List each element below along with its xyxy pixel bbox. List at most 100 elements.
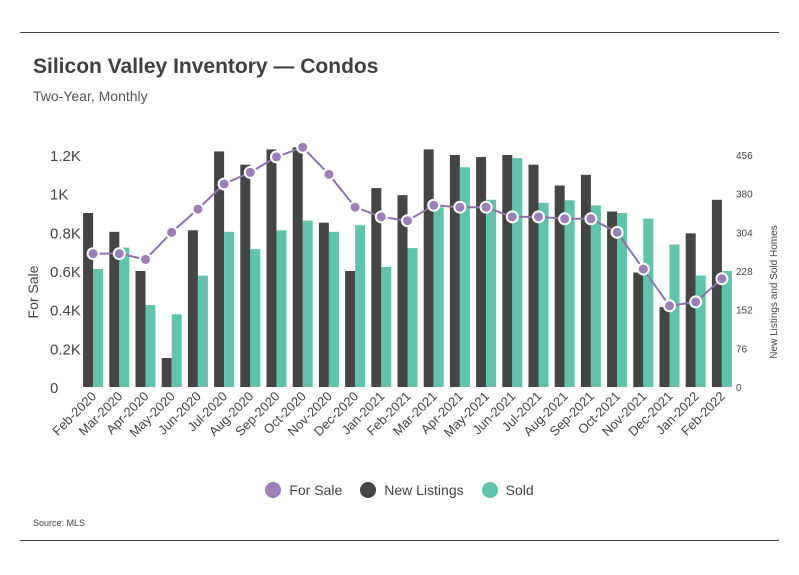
y-tick-label: 0.4K (50, 303, 81, 320)
sold-bar (721, 271, 732, 387)
new-listings-bar (607, 211, 618, 387)
new-listings-bar (318, 222, 329, 387)
chart-title: Silicon Valley Inventory — Condos (33, 55, 379, 78)
sold-bar (355, 225, 366, 387)
for-sale-point (296, 140, 310, 154)
sold-bar (407, 248, 418, 387)
for-sale-point (217, 177, 231, 191)
for-sale-point (270, 150, 283, 164)
sold-bar (171, 314, 182, 387)
sold-bar (145, 305, 156, 387)
source-note: Source: MLS (33, 518, 86, 528)
axes-group: 0 0.2K 0.4K 0.6K 0.8K 1K 1.2K 0 76 152 228 304 380 45… (25, 148, 780, 440)
for-sale-point (191, 202, 205, 216)
y2-tick-label: 380 (736, 190, 753, 201)
legend-item-for-sale: For Sale (265, 482, 342, 498)
sold-bar (93, 268, 104, 387)
for-sale-point (348, 200, 362, 214)
legend-item-sold: Sold (481, 482, 534, 498)
for-sale-point (584, 212, 598, 226)
for-sale-point (689, 295, 703, 309)
legend-swatch-sold (481, 482, 498, 498)
legend-label-new-listings: New Listings (384, 482, 464, 498)
y2-axis-title: New Listings and Sold Homes (769, 225, 780, 358)
new-listings-bar (502, 155, 513, 387)
legend-label-sold: Sold (505, 482, 534, 498)
y2-tick-label: 152 (736, 306, 753, 317)
bar-group (83, 147, 732, 387)
sold-bar (564, 200, 575, 387)
sold-bar (669, 244, 680, 387)
sold-bar (459, 167, 470, 387)
new-listings-bar (633, 272, 644, 387)
new-listings-bar (345, 271, 356, 387)
new-listings-bar (528, 164, 539, 387)
y2-tick-label: 0 (736, 383, 742, 394)
sold-bar (119, 247, 130, 387)
new-listings-bar (580, 174, 591, 387)
new-listings-bar (371, 188, 382, 387)
for-sale-point (243, 165, 257, 179)
sold-bar (224, 231, 235, 387)
y2-tick-label: 76 (736, 344, 748, 355)
new-listings-bar (397, 195, 408, 387)
new-listings-bar (476, 157, 487, 387)
new-listings-bar (423, 149, 434, 387)
new-listings-bar (685, 233, 696, 387)
sold-bar (486, 199, 497, 387)
legend-swatch-for-sale (265, 482, 282, 498)
for-sale-point (453, 200, 467, 214)
y-tick-label: 0.8K (50, 225, 81, 242)
bottom-rule (20, 540, 779, 541)
for-sale-point (322, 167, 336, 181)
sold-bar (643, 218, 654, 387)
top-rule (20, 32, 779, 33)
new-listings-bar (659, 307, 670, 387)
sold-bar (695, 275, 706, 387)
new-listings-bar (161, 358, 172, 387)
new-listings-bar (266, 149, 277, 387)
y2-tick-label: 228 (736, 267, 753, 278)
for-sale-point (139, 252, 152, 266)
new-listings-bar (135, 271, 146, 387)
for-sale-point (715, 272, 729, 286)
chart-subtitle: Two-Year, Monthly (33, 88, 148, 104)
for-sale-point (558, 212, 572, 226)
y2-tick-label: 304 (736, 228, 753, 239)
sold-bar (250, 249, 261, 387)
y2-tick-label: 456 (736, 151, 753, 162)
for-sale-point (663, 299, 676, 313)
sold-bar (538, 202, 549, 387)
new-listings-bar (292, 147, 303, 387)
for-sale-point (374, 210, 388, 224)
new-listings-bar (109, 231, 120, 387)
y-tick-label: 1K (50, 187, 68, 204)
for-sale-point (401, 214, 414, 228)
new-listings-bar (711, 199, 722, 387)
for-sale-point (165, 225, 179, 239)
y-tick-label: 0 (50, 380, 58, 397)
legend-label-for-sale: For Sale (289, 482, 343, 498)
sold-bar (381, 266, 392, 387)
sold-bar (302, 220, 313, 387)
for-sale-point (479, 200, 493, 214)
for-sale-point (112, 247, 126, 261)
for-sale-point (610, 225, 624, 239)
new-listings-bar (240, 164, 251, 387)
y-tick-label: 0.6K (50, 264, 81, 281)
legend-swatch-new-listings (360, 482, 377, 498)
new-listings-bar (214, 151, 225, 387)
new-listings-bar (83, 213, 94, 387)
for-sale-line-group (86, 140, 729, 313)
sold-bar (197, 275, 208, 387)
sold-bar (433, 207, 444, 387)
sold-bar (276, 230, 287, 387)
new-listings-bar (187, 230, 198, 387)
sold-bar (512, 158, 523, 387)
legend: For Sale New Listings Sold (0, 482, 799, 498)
for-sale-point (532, 210, 545, 224)
legend-item-new-listings: New Listings (360, 482, 464, 498)
y-tick-label: 1.2K (50, 148, 81, 165)
for-sale-point (86, 247, 100, 261)
